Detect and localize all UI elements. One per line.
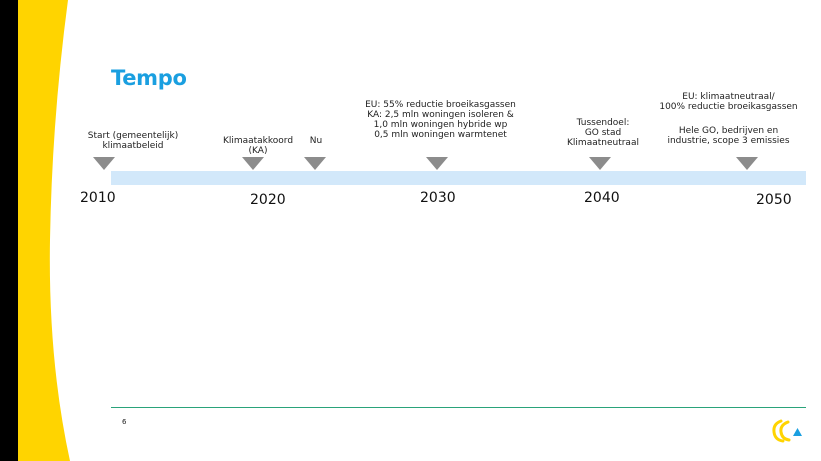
milestone-label-nu: Nu: [309, 136, 323, 146]
milestone-label-2050-top: EU: klimaatneutraal/ 100% reductie broei…: [659, 92, 798, 112]
milestone-label-klimaatakkoord: Klimaatakkoord (KA): [222, 136, 294, 156]
milestone-label-tussendoel: Tussendoel: GO stad Klimaatneutraal: [567, 118, 639, 148]
year-label-2020: 2020: [250, 192, 286, 208]
milestone-marker-2040: [589, 157, 611, 170]
milestone-marker-nu: [304, 157, 326, 170]
milestone-label-2030: EU: 55% reductie broeikasgassen KA: 2,5 …: [365, 100, 516, 140]
milestone-marker-start: [93, 157, 115, 170]
year-label-2030: 2030: [420, 190, 456, 206]
year-label-2040: 2040: [584, 190, 620, 206]
page-number: 6: [122, 418, 127, 426]
brand-logo-icon: [772, 419, 802, 443]
year-label-2050: 2050: [756, 192, 792, 208]
milestone-marker-klimaatakkoord: [242, 157, 264, 170]
yellow-accent-shape: [18, 0, 70, 461]
milestone-marker-2030: [426, 157, 448, 170]
timeline-bar: [111, 171, 806, 185]
footer-divider: [111, 407, 806, 408]
milestone-marker-2050: [736, 157, 758, 170]
slide-title: Tempo: [111, 66, 187, 90]
milestone-label-2050-bottom: Hele GO, bedrijven en industrie, scope 3…: [667, 126, 790, 146]
slide-canvas: Tempo Start (gemeentelijk) klimaatbeleid…: [18, 0, 821, 461]
milestone-label-start: Start (gemeentelijk) klimaatbeleid: [87, 131, 179, 151]
year-label-2010: 2010: [80, 190, 116, 206]
